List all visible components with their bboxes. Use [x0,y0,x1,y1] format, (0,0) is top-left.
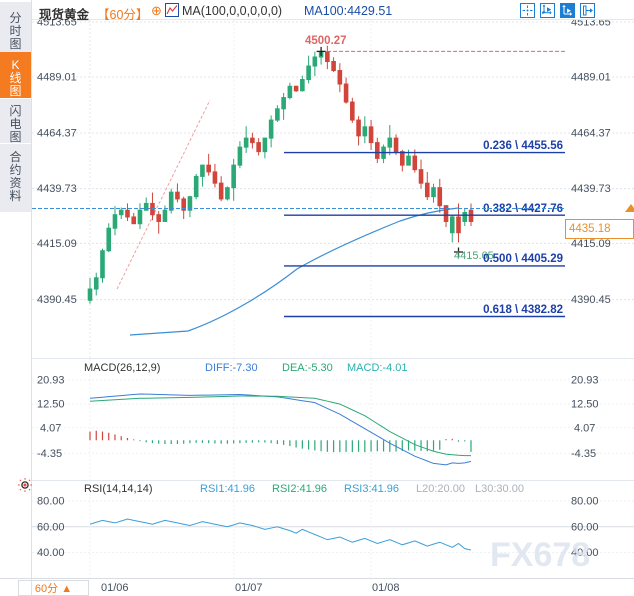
svg-text:RSI3:41.96: RSI3:41.96 [344,483,399,495]
svg-text:60.00: 60.00 [571,521,599,533]
svg-text:RSI1:41.96: RSI1:41.96 [200,483,255,495]
svg-text:4.07: 4.07 [574,422,595,434]
svg-text:RSI(14,14,14): RSI(14,14,14) [84,483,152,495]
svg-text:4464.37: 4464.37 [571,128,611,140]
svg-text:DEA:-5.30: DEA:-5.30 [282,362,333,374]
svg-text:4415.09: 4415.09 [37,238,77,250]
svg-text:12.50: 12.50 [571,399,599,411]
svg-text:4415.09: 4415.09 [571,238,611,250]
svg-text:FX678: FX678 [490,536,590,574]
svg-text:4500.27: 4500.27 [305,35,347,47]
svg-text:L20:20.00: L20:20.00 [416,483,465,495]
svg-text:L30:30.00: L30:30.00 [475,483,524,495]
svg-text:RSI2:41.96: RSI2:41.96 [272,483,327,495]
svg-text:20.93: 20.93 [571,375,599,387]
svg-text:4390.45: 4390.45 [571,294,611,306]
svg-text:4390.45: 4390.45 [37,294,77,306]
svg-text:20.93: 20.93 [37,375,65,387]
svg-text:4513.65: 4513.65 [571,20,611,29]
svg-text:DIFF:-7.30: DIFF:-7.30 [205,362,258,374]
svg-text:MACD:-4.01: MACD:-4.01 [347,362,408,374]
svg-text:60.00: 60.00 [37,521,65,533]
svg-text:0.236 \ 4455.56: 0.236 \ 4455.56 [483,140,563,152]
svg-text:-4.35: -4.35 [571,448,596,460]
svg-text:40.00: 40.00 [37,547,65,559]
svg-text:-4.35: -4.35 [37,448,62,460]
svg-text:MACD(26,12,9): MACD(26,12,9) [84,362,160,374]
svg-text:80.00: 80.00 [37,496,65,508]
svg-text:4.07: 4.07 [40,422,61,434]
svg-text:12.50: 12.50 [37,399,65,411]
svg-text:4439.73: 4439.73 [37,183,77,195]
svg-text:4464.37: 4464.37 [37,128,77,140]
svg-text:80.00: 80.00 [571,496,599,508]
svg-text:4439.73: 4439.73 [571,183,611,195]
svg-text:0.500 \ 4405.29: 0.500 \ 4405.29 [483,253,563,265]
svg-text:4513.65: 4513.65 [37,20,77,29]
svg-text:4489.01: 4489.01 [571,72,611,84]
svg-text:0.618 \ 4382.82: 0.618 \ 4382.82 [483,304,563,316]
svg-text:4489.01: 4489.01 [37,72,77,84]
